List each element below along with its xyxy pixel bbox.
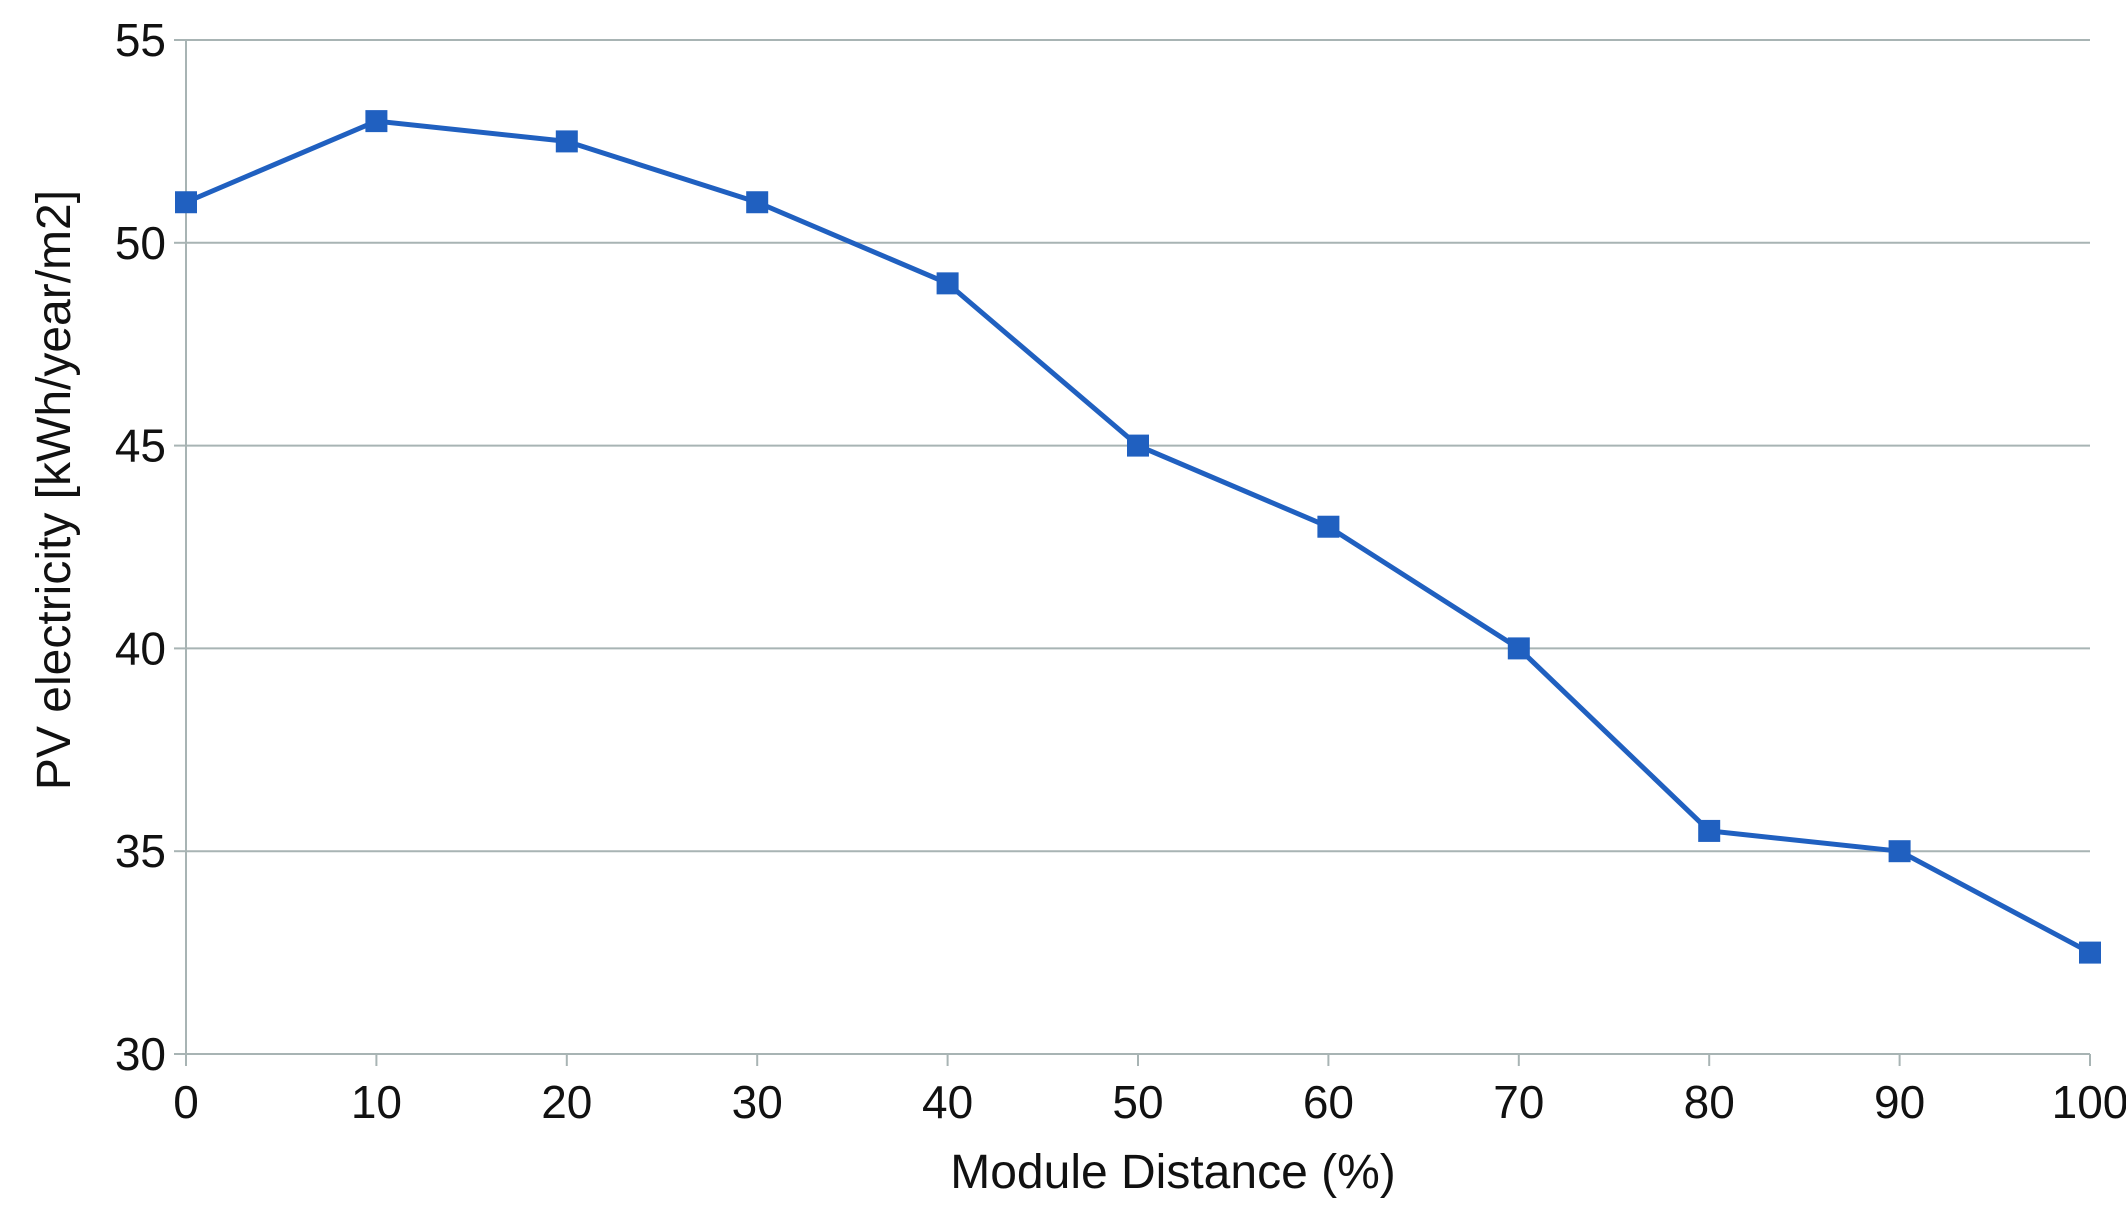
x-tick-label: 100	[2052, 1076, 2126, 1128]
y-tick-labels: 30 35 40 45 50 55	[115, 14, 166, 1080]
data-point-70	[1507, 637, 1530, 660]
x-tick-label: 90	[1874, 1076, 1925, 1128]
x-tick-labels: 0 10 20 30 40 50 60 70 80 90 100	[173, 1076, 2126, 1128]
data-point-60	[1317, 515, 1340, 538]
x-tick-label: 60	[1303, 1076, 1354, 1128]
data-point-40	[936, 272, 959, 295]
y-axis-title: PV electricity [kWh/year/m2]	[28, 190, 81, 790]
x-axis-title: Module Distance (%)	[950, 1146, 1396, 1199]
data-point-0	[175, 191, 197, 214]
x-tick-label: 70	[1493, 1076, 1544, 1128]
series-line	[185, 118, 2092, 955]
x-tick-label: 40	[922, 1076, 973, 1128]
axes	[174, 39, 2091, 1066]
data-point-20	[555, 130, 578, 153]
x-tick-label: 50	[1112, 1076, 1163, 1128]
data-point-10	[365, 110, 388, 133]
y-tick-label: 35	[115, 825, 166, 877]
y-tick-label: 50	[115, 217, 166, 269]
y-tick-label: 30	[115, 1028, 166, 1080]
y-tick-label: 40	[115, 622, 166, 674]
data-point-90	[1888, 840, 1911, 863]
data-point-50	[1127, 434, 1149, 457]
y-tick-label: 55	[115, 14, 166, 66]
data-point-100	[2079, 941, 2101, 964]
data-point-30	[746, 191, 769, 214]
x-tick-label: 10	[351, 1076, 402, 1128]
data-series	[175, 110, 2101, 964]
y-tick-label: 45	[115, 420, 166, 472]
x-tick-label: 0	[173, 1076, 199, 1128]
data-point-80	[1698, 819, 1721, 842]
x-tick-label: 30	[732, 1076, 783, 1128]
x-tick-label: 20	[541, 1076, 592, 1128]
x-tick-label: 80	[1684, 1076, 1735, 1128]
